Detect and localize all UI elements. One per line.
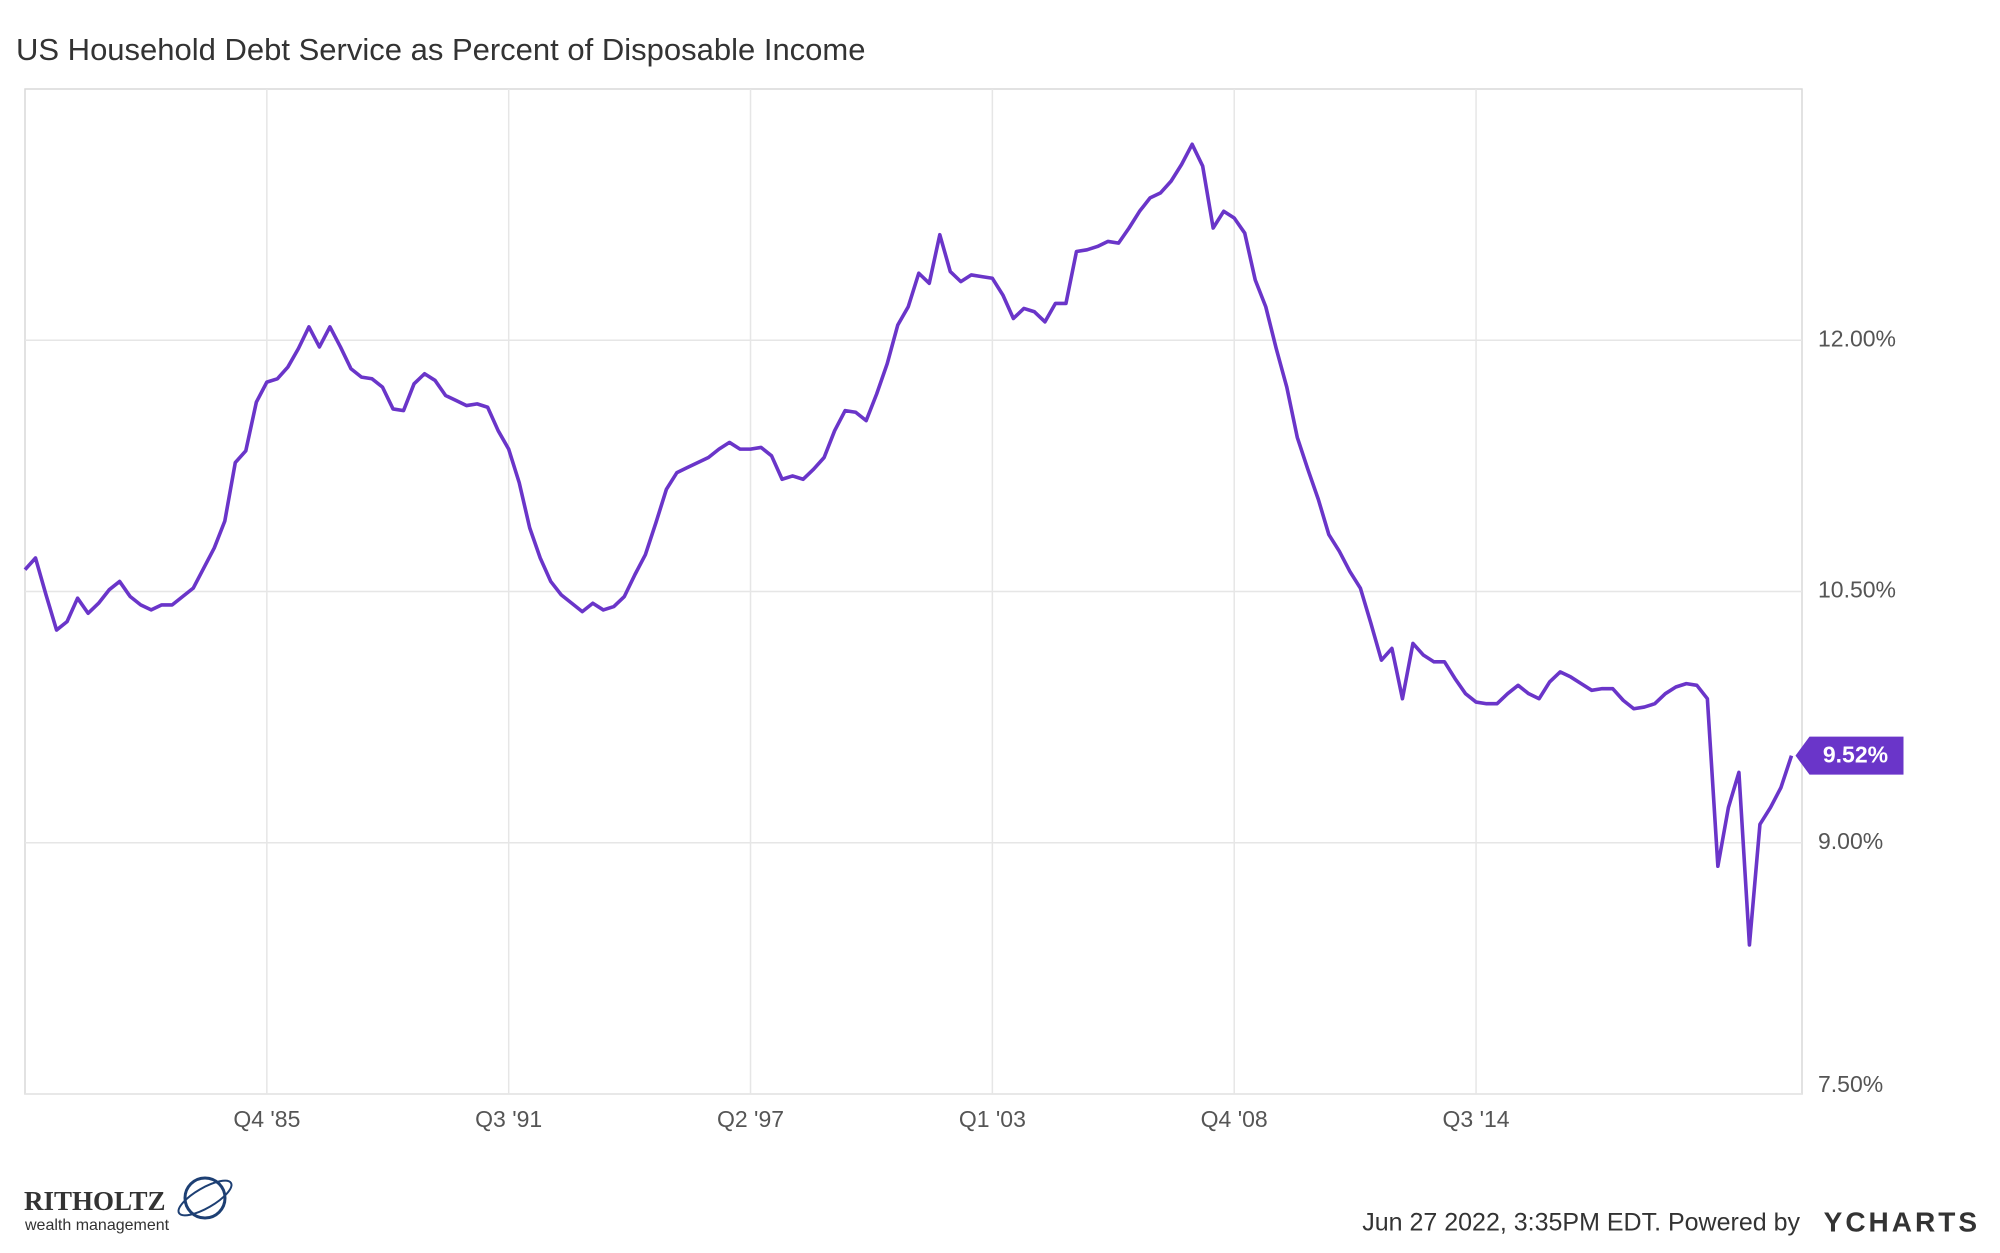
logo-globe (183, 1176, 227, 1220)
logo-orbit (177, 1179, 233, 1217)
chart-title: US Household Debt Service as Percent of … (16, 32, 866, 67)
x-tick-label: Q1 '03 (959, 1106, 1026, 1132)
y-tick-label: 7.50% (1818, 1071, 1883, 1097)
x-tick-label: Q4 '85 (233, 1106, 300, 1132)
y-tick-label: 9.00% (1818, 828, 1883, 854)
data-line (23, 142, 1794, 947)
x-tick-label: Q3 '14 (1443, 1106, 1510, 1132)
y-tick-label: 10.50% (1818, 577, 1896, 603)
x-tick-label: Q4 '08 (1201, 1106, 1268, 1132)
value-label-badge (1795, 736, 1904, 775)
x-tick-label: Q3 '91 (475, 1106, 542, 1132)
logo: RITHOLTZ wealth management (24, 1176, 233, 1234)
value-label: 9.52% (1823, 742, 1888, 768)
plot-area: 7.50% 9.00% 10.50% 12.00% Q4 '85 Q3 '91 Q2 '97… (23, 88, 1904, 1132)
footer-credit: Jun 27 2022, 3:35PM EDT. Powered by (1362, 1209, 1800, 1237)
logo-subtext: wealth management (24, 1217, 170, 1234)
y-tick-label: 12.00% (1818, 325, 1896, 351)
x-tick-label: Q2 '97 (717, 1106, 784, 1132)
footer-brand: YCHARTS (1824, 1206, 1980, 1237)
logo-text: RITHOLTZ (24, 1186, 166, 1216)
